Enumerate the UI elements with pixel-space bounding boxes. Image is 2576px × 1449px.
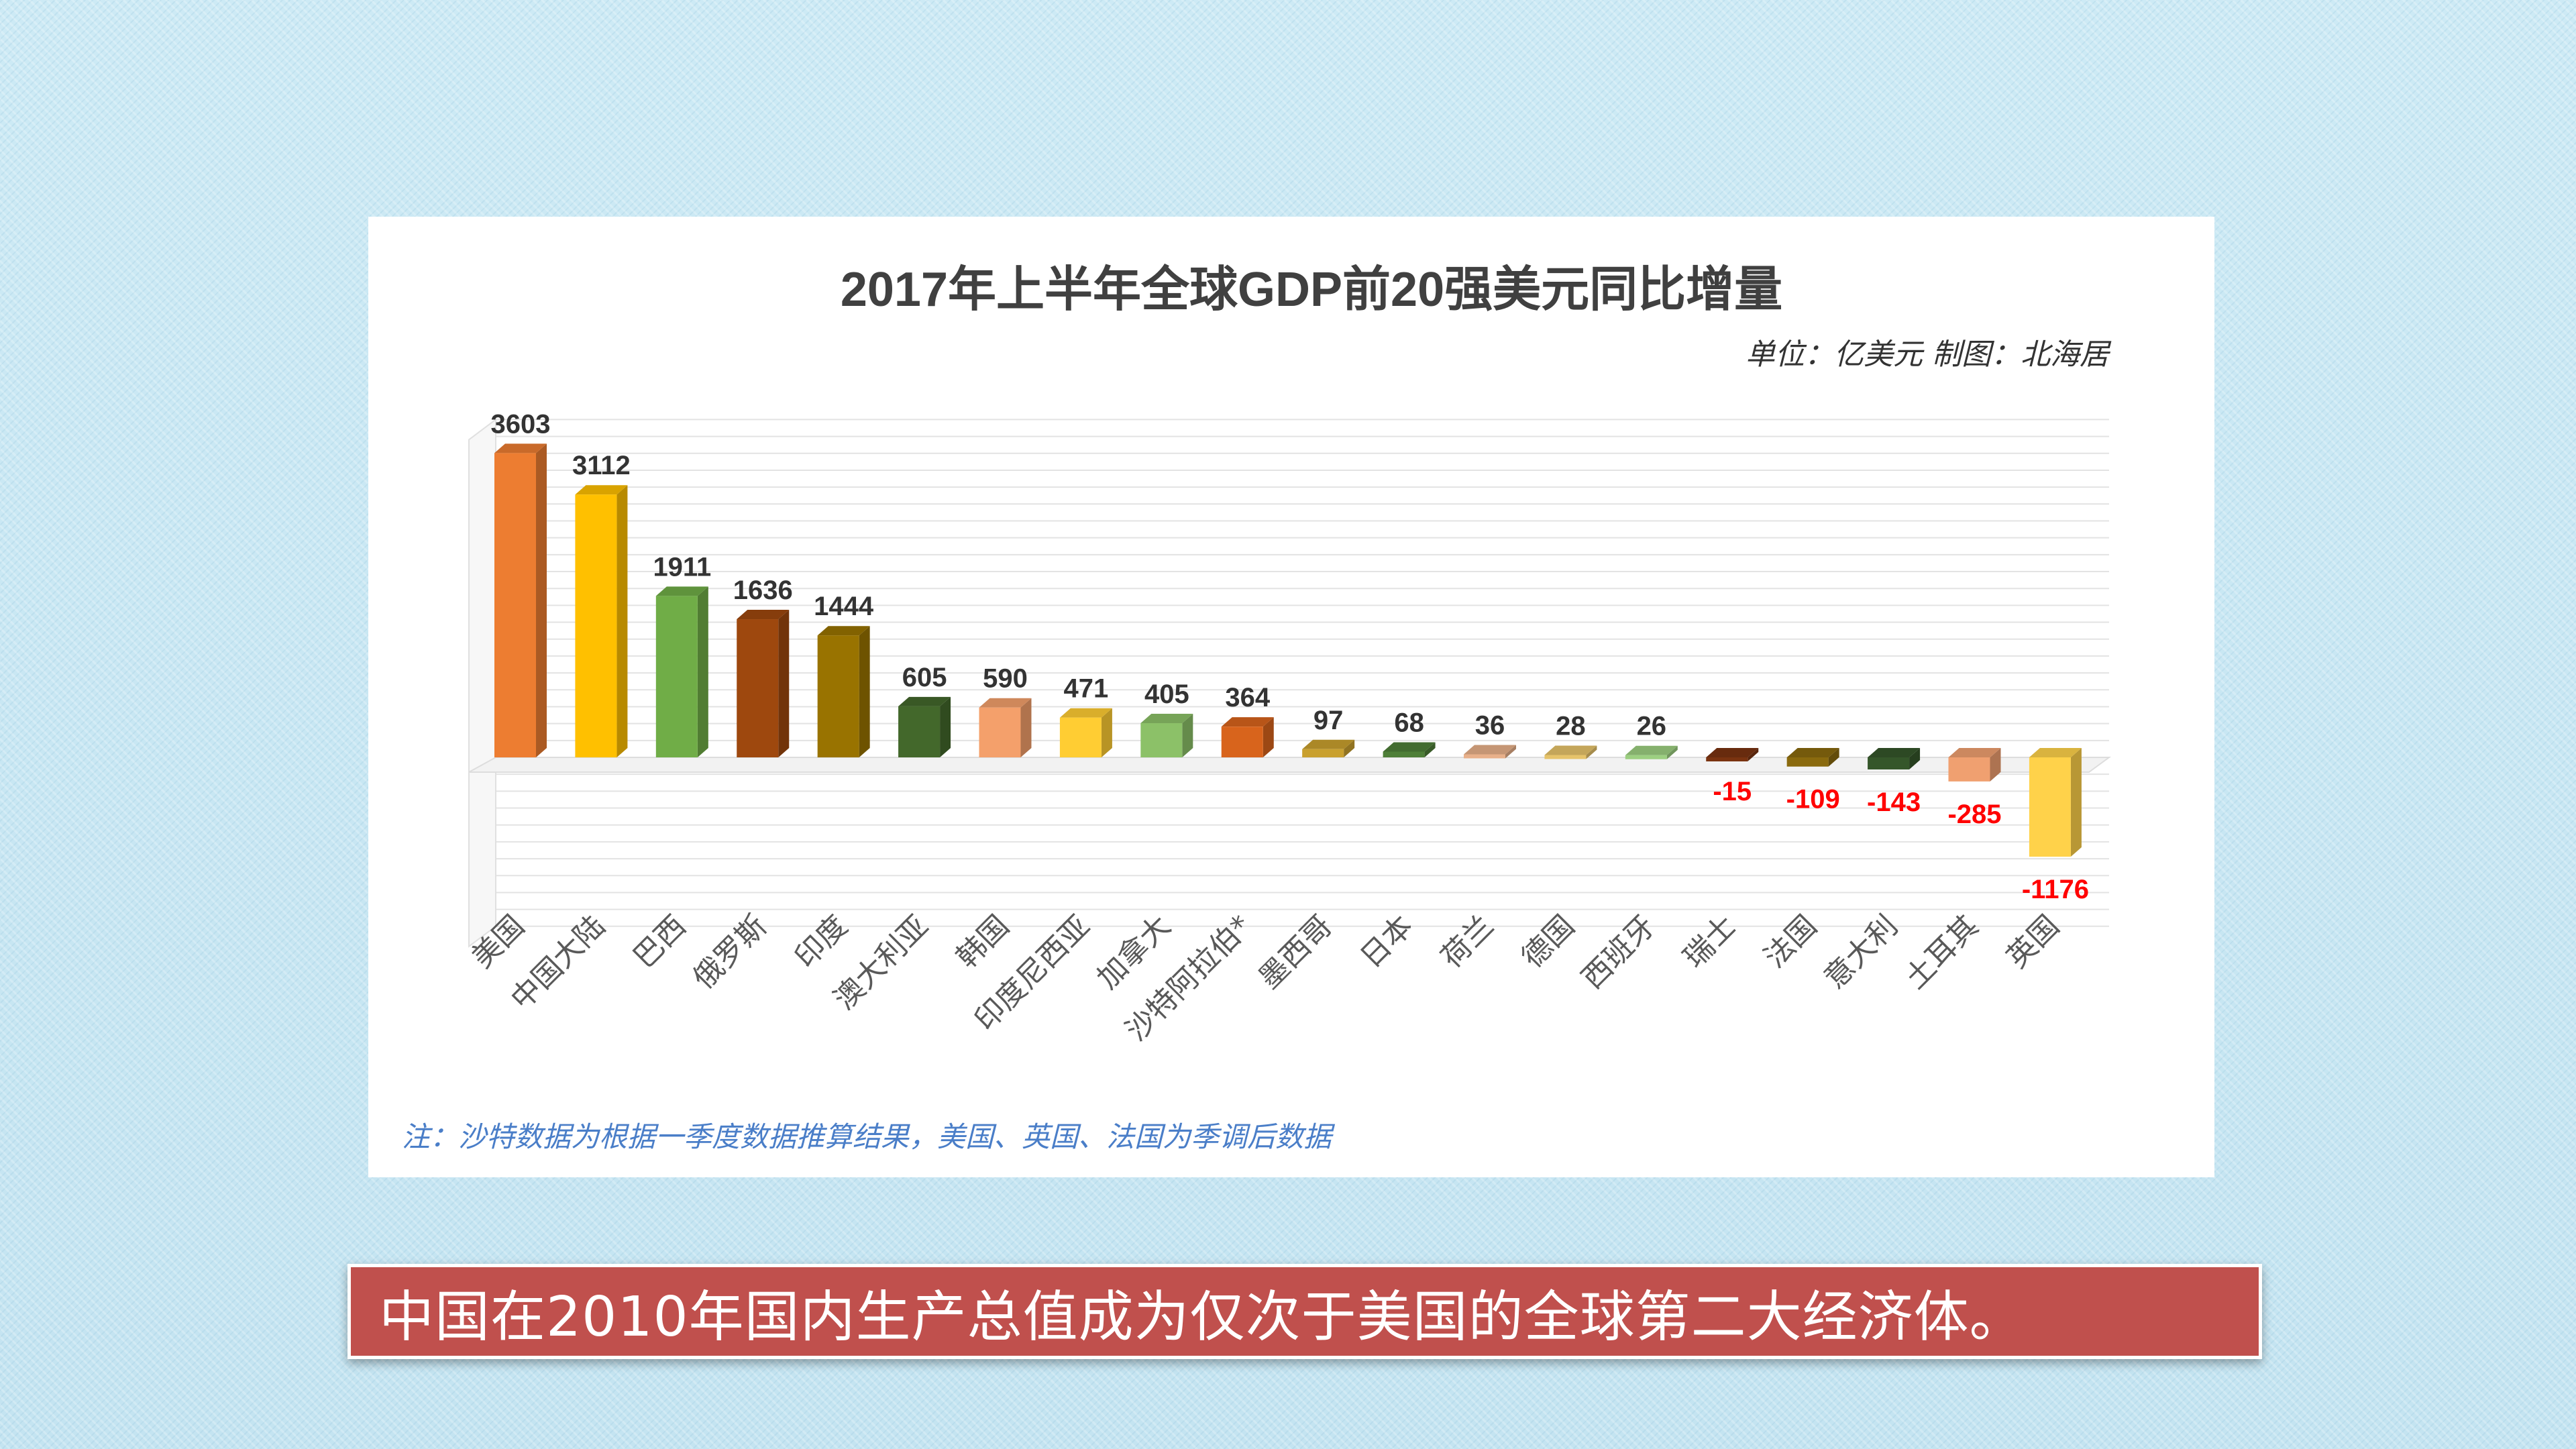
category-label: 俄罗斯 [687,909,773,996]
bar-澳大利亚 [898,696,951,757]
category-label: 土耳其 [1898,909,1985,996]
bar-中国大陆 [575,485,628,757]
value-label: 1911 [653,552,711,582]
chart-subtitle: 单位：亿美元 制图：北海居 [1746,337,2112,372]
value-label: 605 [902,663,947,692]
category-label: 日本 [1354,909,1419,975]
category-label: 墨西哥 [1252,909,1339,996]
bar-荷兰 [1463,745,1516,759]
grid-lines [468,418,2112,948]
value-label: 405 [1144,680,1189,709]
value-label: 1636 [733,576,793,605]
value-label: -15 [1713,777,1752,806]
chart-title: 2017年上半年全球GDP前20强美元同比增量 [841,263,1782,317]
value-label: 36 [1475,710,1505,740]
value-label: 364 [1225,683,1270,712]
category-label: 法国 [1758,909,1823,975]
category-label: 瑞士 [1677,909,1743,975]
value-label: 471 [1064,674,1109,704]
caption-text: 中国在2010年国内生产总值成为仅次于美国的全球第二大经济体。 [379,1285,2025,1349]
value-label: 28 [1556,711,1586,741]
bar-韩国 [979,698,1032,757]
bar-美国 [494,443,547,757]
bar-德国 [1544,745,1597,759]
bar-加拿大 [1140,714,1193,757]
value-label: -143 [1867,788,1921,817]
category-label: 英国 [2000,909,2065,975]
category-label: 韩国 [950,909,1016,975]
category-label: 西班牙 [1575,909,1662,996]
bar-法国 [1786,748,1839,767]
chart-note: 注：沙特数据为根据一季度数据推算结果，美国、英国、法国为季调后数据 [402,1120,1336,1153]
value-label: -1176 [2022,875,2089,904]
value-labels: 3603 3112 1911 1636 1444 605 590 471 405 364 97 68 3… [491,409,2089,904]
value-label: 3603 [491,409,551,439]
category-label: 印度 [788,909,854,975]
category-label: 巴西 [627,909,692,975]
value-label: 97 [1313,706,1344,735]
side-wall [468,418,496,948]
zero-floor [468,757,2112,773]
bar-土耳其 [1948,748,2001,782]
bar-墨西哥 [1302,739,1355,757]
bar-印度尼西亚 [1059,708,1112,757]
category-label: 意大利 [1817,909,1904,996]
caption-bar: 中国在2010年国内生产总值成为仅次于美国的全球第二大经济体。 [347,1264,2262,1359]
bar-印度 [817,626,870,757]
value-label: -109 [1786,785,1840,814]
chart-card: 3603 3112 1911 1636 1444 605 590 471 405 364 97 68 3… [368,217,2214,1177]
bar-英国 [2029,748,2082,857]
value-label: 68 [1394,708,1424,737]
bar-西班牙 [1625,745,1678,759]
bar-俄罗斯 [737,610,790,757]
bar-日本 [1383,742,1436,757]
value-label: 1444 [814,592,874,621]
value-label: -285 [1947,800,2001,829]
category-label: 荷兰 [1434,909,1500,975]
bar-沙特阿拉伯* [1221,717,1274,757]
value-label: 3112 [572,451,631,480]
category-label: 德国 [1515,909,1581,975]
bar-意大利 [1868,748,1921,770]
bar-瑞士 [1706,748,1759,761]
value-label: 26 [1637,712,1667,741]
gdp-bar-chart: 3603 3112 1911 1636 1444 605 590 471 405 364 97 68 3… [402,263,2112,1153]
bar-巴西 [655,586,708,757]
value-label: 590 [983,664,1028,694]
bars [494,443,2082,857]
